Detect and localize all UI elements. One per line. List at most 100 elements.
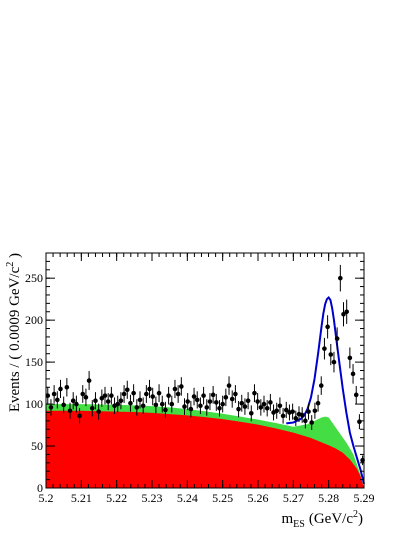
data-point (128, 400, 133, 406)
data-point (80, 391, 86, 397)
data-point (312, 408, 318, 414)
data-point (93, 398, 98, 404)
data-point (226, 383, 232, 388)
data-point (239, 400, 245, 406)
x-tick-label: 5.24 (177, 491, 198, 505)
data-point (137, 397, 143, 403)
data-point (198, 403, 203, 409)
data-point (217, 405, 222, 411)
data-point (153, 402, 159, 408)
x-tick-label: 5.22 (106, 491, 127, 505)
x-tick-label: 5.23 (142, 491, 163, 505)
data-point (207, 399, 213, 404)
y-axis-title: Events / ( 0.0009 GeV/c2 ) (5, 253, 23, 412)
x-axis-title-subscript: ES (293, 519, 305, 530)
data-point (334, 336, 340, 341)
y-tick-label: 0 (37, 481, 43, 495)
data-point (163, 407, 168, 413)
data-point (261, 401, 267, 407)
data-point (61, 402, 66, 408)
data-point (144, 391, 149, 397)
data-point (252, 390, 257, 396)
data-point (194, 397, 200, 403)
data-point (86, 378, 92, 383)
data-point (242, 404, 248, 409)
data-point (255, 399, 260, 404)
y-tick-label: 100 (25, 397, 43, 411)
data-point (204, 405, 210, 410)
data-point (179, 384, 184, 389)
data-point (51, 391, 57, 397)
data-point (299, 412, 305, 418)
data-point (268, 400, 273, 405)
y-axis-title-close: ) (7, 253, 23, 262)
data-point (118, 398, 124, 404)
data-point (258, 405, 264, 410)
data-point (357, 419, 362, 424)
x-axis-title-main: m (282, 511, 294, 527)
data-point (175, 391, 181, 397)
data-point (293, 416, 299, 421)
data-point (338, 275, 343, 281)
y-tick-label: 150 (25, 355, 43, 369)
data-point (214, 400, 219, 405)
data-point (99, 395, 105, 401)
data-point (290, 409, 295, 414)
x-axis-title-unit: (GeV/c (309, 511, 353, 527)
data-point (353, 392, 359, 398)
data-point (121, 391, 127, 397)
data-point (210, 392, 216, 398)
data-point (83, 395, 89, 400)
data-point (322, 346, 327, 351)
data-point (74, 401, 79, 407)
y-tick-label: 250 (25, 271, 43, 285)
y-axis-title-main: Events / ( 0.0009 GeV/c (7, 266, 23, 412)
data-point (350, 371, 356, 377)
data-point (70, 398, 76, 404)
data-point (344, 309, 349, 315)
data-point (277, 403, 283, 409)
data-point (318, 383, 324, 388)
data-point (156, 390, 162, 396)
background-areas (46, 404, 364, 488)
data-point (223, 395, 229, 400)
data-point (188, 406, 194, 412)
data-point (201, 393, 206, 398)
data-point (140, 403, 146, 409)
x-axis-title-unit-sup: 2 (353, 509, 358, 520)
data-point (248, 411, 254, 416)
data-point (89, 405, 95, 411)
x-tick-label: 5.29 (354, 491, 375, 505)
data-point (306, 409, 311, 414)
x-axis-ticks: 5.2 5.21 5.22 5.23 5.24 5.25 5.26 5.27 5.28 5.29 (39, 253, 375, 505)
data-point (245, 398, 251, 404)
data-point (315, 400, 321, 406)
y-tick-label: 50 (31, 439, 43, 453)
data-point (147, 386, 152, 392)
data-point (303, 418, 308, 424)
data-point (274, 408, 280, 414)
data-point (48, 405, 54, 410)
x-tick-label: 5.2 (39, 491, 54, 505)
x-tick-label: 5.25 (212, 491, 233, 505)
data-point (134, 405, 140, 410)
data-point (102, 393, 108, 398)
data-point (77, 413, 82, 419)
x-tick-label: 5.27 (283, 491, 304, 505)
data-point (280, 413, 286, 419)
data-point (109, 393, 114, 398)
x-axis-title-unit-close: ) (358, 511, 363, 527)
data-point (309, 420, 315, 425)
data-points-group (45, 264, 365, 466)
data-point (67, 408, 73, 414)
data-point (325, 324, 330, 330)
data-point (172, 386, 178, 392)
x-axis-title: mES (GeV/c2) (282, 509, 364, 530)
data-point (150, 394, 156, 399)
data-point (169, 401, 175, 407)
data-point (236, 406, 241, 412)
data-point (96, 409, 101, 414)
data-point (182, 404, 187, 409)
data-point (191, 394, 197, 399)
